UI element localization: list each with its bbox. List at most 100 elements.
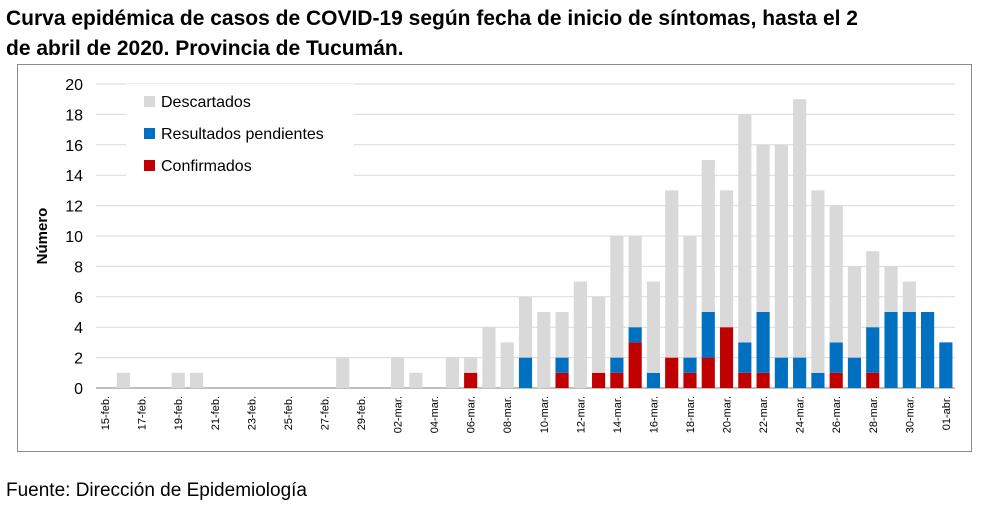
bar-segment — [390, 357, 405, 388]
bar-segment — [610, 372, 624, 388]
bar-segment — [573, 281, 587, 388]
bar-segment — [719, 190, 734, 328]
bar-segment — [189, 372, 204, 388]
x-tick-label: 20-mar. — [722, 396, 734, 433]
bar-segment — [555, 312, 569, 358]
x-tick-label: 23-feb. — [246, 396, 258, 430]
x-tick-label: 18-mar. — [685, 396, 697, 433]
y-tick-label: 6 — [74, 290, 83, 307]
bar-segment — [847, 357, 862, 388]
bar-segment — [646, 372, 661, 388]
x-tick-label: 26-mar. — [831, 396, 843, 433]
bar-segment — [518, 357, 533, 388]
x-tick-label: 28-mar. — [868, 396, 880, 433]
bar-segment — [921, 312, 935, 388]
bar-segment — [847, 266, 862, 358]
y-tick-label: 20 — [65, 77, 83, 94]
bar-segment — [738, 342, 752, 373]
y-tick-label: 12 — [65, 199, 83, 216]
bar-segment — [902, 312, 916, 388]
legend-label: Descartados — [161, 94, 251, 111]
bar-segment — [628, 236, 642, 328]
bar-segment — [756, 372, 770, 388]
bar-segment — [756, 144, 770, 312]
bar-segment — [336, 357, 350, 388]
x-tick-label: 10-mar. — [539, 396, 551, 433]
bar-segment — [628, 342, 642, 388]
bar-segment — [866, 327, 880, 373]
x-tick-label: 29-feb. — [356, 396, 368, 430]
x-tick-label: 02-mar. — [393, 396, 405, 433]
bar-segment — [793, 99, 807, 358]
x-tick-label: 25-feb. — [283, 396, 295, 430]
x-tick-label: 19-feb. — [173, 396, 185, 430]
bar-segment — [719, 327, 734, 388]
x-tick-label: 30-mar. — [904, 396, 916, 433]
bar-segment — [866, 251, 880, 328]
bar-segment — [171, 372, 185, 388]
y-tick-label: 4 — [74, 320, 83, 337]
bar-segment — [537, 312, 551, 388]
bar-segment — [829, 342, 843, 373]
bar-segment — [683, 236, 697, 358]
x-tick-label: 22-mar. — [758, 396, 770, 433]
bar-segment — [701, 312, 715, 358]
bar-segment — [793, 357, 807, 388]
y-tick-label: 8 — [74, 259, 83, 276]
bar-segment — [610, 357, 624, 373]
x-tick-label: 21-feb. — [210, 396, 222, 430]
source-note: Fuente: Dirección de Epidemiología — [6, 480, 308, 501]
title-line-1: Curva epidémica de casos de COVID-19 seg… — [6, 7, 858, 30]
epidemic-curve-chart: 0 2 4 6 8 10 12 14 16 18 20 Número 15-feb. 17-feb. 19-… — [34, 77, 955, 433]
y-tick-label: 2 — [74, 351, 83, 368]
bar-segment — [683, 357, 697, 373]
bar-segment — [464, 357, 478, 373]
bar-segment — [902, 281, 916, 312]
title-line-2: de abril de 2020. Provincia de Tucumán. — [6, 37, 404, 60]
bar-segment — [811, 190, 825, 373]
x-tick-label: 27-feb. — [319, 396, 331, 430]
legend-background — [126, 84, 354, 184]
x-tick-label: 15-feb. — [100, 396, 112, 430]
bar-segment — [555, 357, 569, 373]
bar-segment — [445, 357, 459, 388]
legend-swatch — [144, 160, 155, 171]
bar-segment — [774, 357, 788, 388]
bar-segment — [738, 114, 752, 343]
y-tick-label: 10 — [65, 229, 83, 246]
legend-swatch — [144, 96, 155, 107]
bar-segment — [683, 372, 697, 388]
y-tick-label: 16 — [65, 138, 83, 155]
bar-segment — [500, 342, 514, 388]
legend-label: Resultados pendientes — [161, 126, 324, 143]
bar-segment — [884, 266, 898, 312]
x-tick-label: 14-mar. — [612, 396, 624, 433]
bar-segment — [884, 312, 898, 388]
bar-segment — [116, 372, 130, 388]
bar-segment — [939, 342, 953, 388]
bar-segment — [774, 144, 788, 358]
x-tick-label: 04-mar. — [429, 396, 441, 433]
x-tick-label: 06-mar. — [466, 396, 478, 433]
y-tick-label: 18 — [65, 107, 83, 124]
bar-segment — [610, 236, 624, 358]
bar-segment — [829, 205, 843, 343]
x-tick-label: 01-abr. — [941, 396, 953, 430]
x-tick-label: 12-mar. — [575, 396, 587, 433]
bar-segment — [555, 372, 569, 388]
bar-segment — [628, 327, 642, 343]
y-tick-label: 0 — [74, 381, 83, 398]
bar-segment — [592, 372, 606, 388]
x-tick-label: 08-mar. — [502, 396, 514, 433]
chart-title: Curva epidémica de casos de COVID-19 seg… — [6, 4, 987, 64]
bar-segment — [811, 372, 825, 388]
bar-segment — [482, 327, 496, 388]
bar-segment — [665, 357, 679, 388]
bar-segment — [829, 372, 843, 388]
bar-segment — [701, 357, 715, 388]
x-tick-label: 17-feb. — [137, 396, 149, 430]
y-tick-label: 14 — [65, 168, 83, 185]
bar-segment — [756, 312, 770, 373]
bar-segment — [866, 372, 880, 388]
x-tick-label: 24-mar. — [795, 396, 807, 433]
